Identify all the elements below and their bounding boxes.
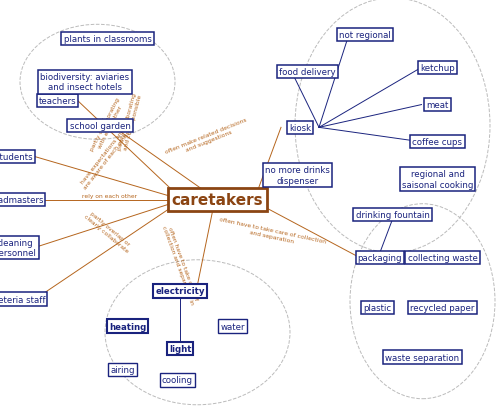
- Text: heating: heating: [109, 322, 146, 331]
- Text: recycled paper: recycled paper: [410, 303, 474, 312]
- Text: cooling: cooling: [162, 375, 193, 385]
- Text: partly collaborating
and co-responsible: partly collaborating and co-responsible: [117, 92, 143, 152]
- Text: biodiversity: aviaries
and insect hotels: biodiversity: aviaries and insect hotels: [40, 73, 130, 92]
- Text: cafeteria staff: cafeteria staff: [0, 295, 45, 304]
- Text: regional and
saisonal cooking: regional and saisonal cooking: [402, 170, 473, 189]
- Text: teachers: teachers: [38, 97, 76, 106]
- Text: light: light: [169, 344, 191, 354]
- Text: drinking fountain: drinking fountain: [356, 210, 430, 219]
- Text: no more drinks
dispenser: no more drinks dispenser: [265, 166, 330, 185]
- Text: ketchup: ketchup: [420, 64, 455, 73]
- Text: not regional: not regional: [339, 31, 391, 40]
- Text: headmasters: headmasters: [0, 196, 44, 205]
- Text: caretakers: caretakers: [172, 193, 264, 208]
- Text: partly overlap or
clearly collaborate: partly overlap or clearly collaborate: [82, 209, 132, 254]
- Text: water: water: [220, 322, 245, 331]
- Text: often have to take care of collection
and separation: often have to take care of collection an…: [218, 217, 327, 250]
- Text: school garden: school garden: [70, 121, 130, 131]
- Text: often have to take care of
collection and separation in: often have to take care of collection an…: [160, 223, 200, 306]
- Text: students: students: [0, 152, 33, 161]
- Text: electricity: electricity: [155, 287, 205, 296]
- Text: often make related decisions
and suggestions: often make related decisions and suggest…: [165, 117, 250, 160]
- Text: coffee cups: coffee cups: [412, 138, 463, 147]
- Text: plants in classrooms: plants in classrooms: [64, 35, 152, 44]
- Text: collecting waste: collecting waste: [408, 254, 478, 263]
- Text: partly collaborating
with each other: partly collaborating with each other: [90, 97, 126, 154]
- Text: food delivery: food delivery: [279, 68, 336, 77]
- Text: meat: meat: [426, 101, 448, 110]
- Text: rely on each other: rely on each other: [82, 193, 138, 198]
- Text: cleaning
personnel: cleaning personnel: [0, 238, 36, 257]
- Text: kiosk: kiosk: [289, 123, 311, 133]
- Text: packaging: packaging: [358, 254, 402, 263]
- Text: airing: airing: [110, 365, 135, 374]
- Text: waste separation: waste separation: [386, 353, 460, 362]
- Text: have expectations and
are aware of each other: have expectations and are aware of each …: [78, 126, 132, 190]
- Text: plastic: plastic: [364, 303, 392, 312]
